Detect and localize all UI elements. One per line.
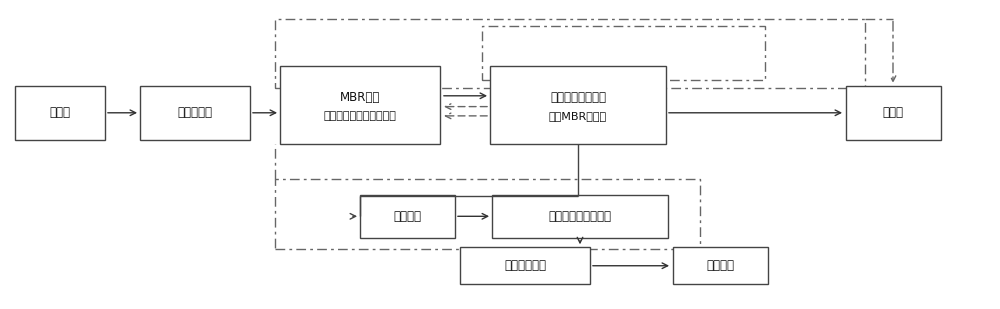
- Text: 污泥处理系统: 污泥处理系统: [504, 259, 546, 272]
- Text: 生物反应池: 生物反应池: [178, 106, 212, 119]
- Text: 预处理: 预处理: [50, 106, 70, 119]
- Bar: [846, 86, 940, 140]
- Text: （原微曝气生物反应池）: （原微曝气生物反应池）: [324, 111, 396, 121]
- Bar: [482, 26, 765, 80]
- Bar: [460, 247, 590, 284]
- Bar: [275, 19, 865, 88]
- Bar: [490, 66, 666, 144]
- Bar: [672, 247, 768, 284]
- Bar: [360, 195, 454, 238]
- Text: 清水池: 清水池: [883, 106, 904, 119]
- Bar: [275, 179, 700, 249]
- Bar: [492, 195, 668, 238]
- Text: 除磷混凝沉淀高密池: 除磷混凝沉淀高密池: [548, 210, 612, 223]
- Text: 污泥外排: 污泥外排: [706, 259, 734, 272]
- Text: 富磷水池: 富磷水池: [393, 210, 421, 223]
- Bar: [15, 86, 105, 140]
- Text: （原MBR膜池）: （原MBR膜池）: [549, 111, 607, 121]
- Bar: [140, 86, 250, 140]
- Text: MBR膜池: MBR膜池: [340, 91, 380, 104]
- Text: 微曝气生物反应池: 微曝气生物反应池: [550, 91, 606, 104]
- Bar: [280, 66, 440, 144]
